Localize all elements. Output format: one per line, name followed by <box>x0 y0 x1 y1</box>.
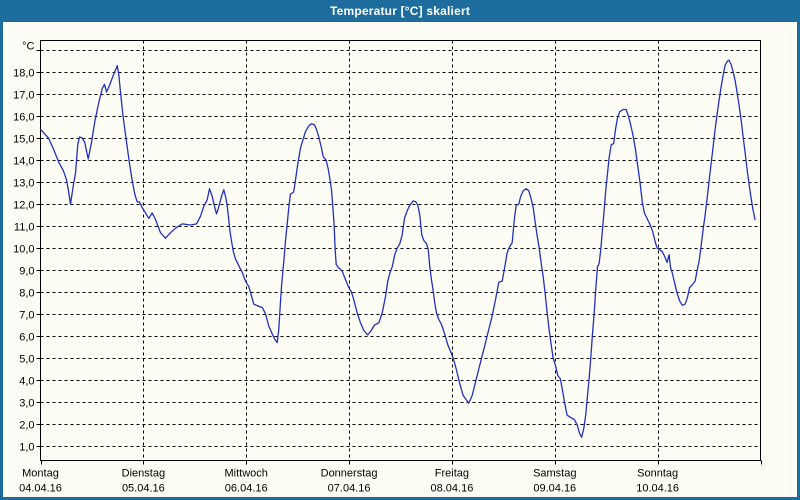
y-tick-label: 7,0 <box>19 310 34 322</box>
y-tick-label: 4,0 <box>19 376 34 388</box>
x-day-label: Dienstag <box>122 468 165 480</box>
x-date-label: 04.04.16 <box>19 483 62 495</box>
x-date-label: 07.04.16 <box>328 483 371 495</box>
y-tick-label: 12,0 <box>13 200 34 212</box>
y-tick-label: 9,0 <box>19 266 34 278</box>
y-tick-label: 6,0 <box>19 332 34 344</box>
x-date-label: 10.04.16 <box>636 483 679 495</box>
x-date-label: 06.04.16 <box>225 483 268 495</box>
window-title: Temperatur [°C] skaliert <box>329 4 471 18</box>
title-bar: Temperatur [°C] skaliert <box>0 0 800 22</box>
y-tick-label: 8,0 <box>19 288 34 300</box>
y-tick-label: 15,0 <box>13 134 34 146</box>
y-tick-label: 1,0 <box>19 442 34 454</box>
y-tick-label: 2,0 <box>19 420 34 432</box>
chart-area: 1,0 2,0 3,0 4,0 5,0 6,0 7,0 8,0 9,0 10,0 11,0 12,0 1… <box>3 22 797 497</box>
y-tick-label: 14,0 <box>13 156 34 168</box>
y-tick-label: 18,0 <box>13 68 34 80</box>
plot-frame <box>40 40 761 461</box>
x-date-label: 09.04.16 <box>533 483 576 495</box>
x-date-label: 05.04.16 <box>122 483 165 495</box>
y-tick-label: 5,0 <box>19 354 34 366</box>
temperature-chart-canvas: 1,0 2,0 3,0 4,0 5,0 6,0 7,0 8,0 9,0 10,0 11,0 12,0 1… <box>13 40 762 495</box>
y-tick-label: 10,0 <box>13 244 34 256</box>
y-tick-label: 13,0 <box>13 178 34 190</box>
x-day-label: Sonntag <box>637 468 678 480</box>
y-tick-label: 16,0 <box>13 112 34 124</box>
x-day-label: Freitag <box>435 468 469 480</box>
y-tick-label: 17,0 <box>13 90 34 102</box>
x-day-label: Montag <box>22 468 59 480</box>
y-tick-label: 11,0 <box>14 222 35 234</box>
x-day-label: Mittwoch <box>225 468 268 480</box>
y-tick-label: 3,0 <box>19 398 34 410</box>
y-axis-unit-label: °C <box>22 41 34 53</box>
x-day-label: Samstag <box>533 468 576 480</box>
temperature-curve <box>39 59 756 438</box>
x-date-label: 08.04.16 <box>431 483 474 495</box>
x-day-label: Donnerstag <box>321 468 378 480</box>
